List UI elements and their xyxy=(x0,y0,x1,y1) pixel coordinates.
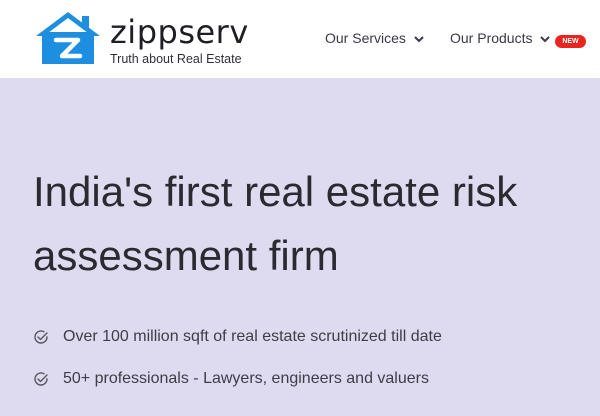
brand-name: zippserv xyxy=(110,13,249,51)
brand-logo-link[interactable]: zippserv Truth about Real Estate xyxy=(34,10,248,70)
nav-our-services[interactable]: Our Services xyxy=(325,30,424,46)
nav-our-products[interactable]: Our Products xyxy=(450,30,551,46)
new-badge: NEW xyxy=(555,35,586,48)
list-item: Over 100 million sqft of real estate scr… xyxy=(33,316,442,358)
hero-headline: India's first real estate risk assessmen… xyxy=(33,168,518,279)
brand-tagline: Truth about Real Estate xyxy=(110,52,242,66)
list-item: 50+ professionals - Lawyers, engineers a… xyxy=(33,358,442,400)
chevron-down-icon xyxy=(540,36,551,43)
chevron-down-icon xyxy=(414,36,424,43)
nav-our-services-label: Our Services xyxy=(325,30,406,46)
check-circle-icon xyxy=(34,330,48,344)
nav-our-products-label: Our Products xyxy=(450,30,533,46)
hero-bullet-list: Over 100 million sqft of real estate scr… xyxy=(33,316,442,400)
bullet-text: 50+ professionals - Lawyers, engineers a… xyxy=(63,370,429,387)
check-circle-icon xyxy=(34,372,48,386)
bullet-text: Over 100 million sqft of real estate scr… xyxy=(63,328,442,345)
site-header: zippserv Truth about Real Estate Our Ser… xyxy=(0,0,600,78)
house-z-logo-icon xyxy=(36,12,100,64)
